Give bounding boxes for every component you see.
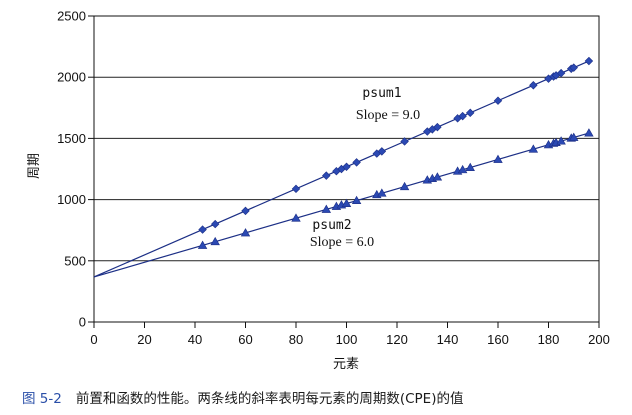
x-tick-label-40: 40 bbox=[188, 332, 202, 347]
performance-chart: 0 20 40 60 80 100 120 140 160 180 200 0 500 1000 1500… bbox=[27, 9, 610, 373]
psum2-point bbox=[291, 213, 301, 222]
psum2-point bbox=[197, 240, 208, 249]
x-tick-label-80: 80 bbox=[289, 332, 303, 347]
psum1-point bbox=[529, 81, 538, 90]
psum1-slope-label: Slope = 9.0 bbox=[356, 108, 420, 123]
psum1-point bbox=[352, 158, 361, 167]
x-tick-label-200: 200 bbox=[588, 332, 610, 347]
psum2-point bbox=[351, 195, 362, 205]
psum1-point bbox=[241, 206, 250, 216]
y-tick-label-2000: 2000 bbox=[57, 70, 86, 85]
series-layer bbox=[93, 56, 594, 278]
psum2-point bbox=[341, 198, 352, 207]
psum2-point bbox=[377, 188, 387, 197]
figure-caption-text: 前置和函数的性能。两条线的斜率表明每元素的周期数(CPE)的值 bbox=[75, 391, 464, 407]
x-tick-label-60: 60 bbox=[238, 332, 252, 347]
x-tick-label-180: 180 bbox=[538, 332, 560, 347]
series-psum2 bbox=[93, 128, 594, 278]
y-tick-label-2500: 2500 bbox=[57, 9, 86, 24]
x-tick-label-160: 160 bbox=[487, 332, 509, 347]
y-tick-label-1500: 1500 bbox=[57, 131, 86, 146]
psum2-point bbox=[240, 228, 251, 237]
axes bbox=[88, 15, 600, 328]
psum1-point bbox=[400, 137, 409, 146]
x-tick-label-0: 0 bbox=[90, 332, 97, 347]
psum2-label: psum2 bbox=[312, 218, 351, 233]
x-axis-title: 元素 bbox=[333, 357, 359, 372]
psum1-point bbox=[569, 63, 578, 72]
psum2-point bbox=[210, 236, 220, 246]
y-axis-title: 周期 bbox=[27, 153, 42, 179]
psum1-point bbox=[458, 111, 467, 121]
psum2-point bbox=[399, 181, 410, 191]
x-tick-label-100: 100 bbox=[336, 332, 358, 347]
psum1-point bbox=[433, 122, 442, 132]
y-tick-label-1000: 1000 bbox=[57, 192, 86, 207]
psum2-point bbox=[584, 128, 594, 137]
psum1-point bbox=[342, 162, 351, 172]
psum2-point bbox=[432, 172, 443, 181]
psum1-point bbox=[210, 219, 220, 229]
psum1-point bbox=[584, 56, 594, 66]
psum2-point bbox=[465, 162, 475, 171]
y-tick-labels: 0 500 1000 1500 2000 2500 bbox=[57, 9, 86, 330]
psum1-point bbox=[322, 171, 331, 180]
psum2-point bbox=[569, 132, 579, 141]
plot-frame bbox=[93, 15, 600, 323]
x-tick-label-140: 140 bbox=[437, 332, 459, 347]
y-tick-label-500: 500 bbox=[64, 253, 86, 268]
psum2-point bbox=[528, 144, 539, 153]
psum2-point bbox=[457, 164, 468, 174]
psum1-point bbox=[291, 184, 301, 194]
psum1-point bbox=[466, 108, 475, 118]
psum1-point bbox=[556, 68, 566, 78]
figure-number: 图 5-2 bbox=[22, 391, 62, 407]
psum1-point bbox=[377, 147, 387, 156]
x-tick-label-20: 20 bbox=[137, 332, 151, 347]
x-tick-labels: 0 20 40 60 80 100 120 140 160 180 200 bbox=[90, 332, 609, 347]
figure-caption: 图 5-2 前置和函数的性能。两条线的斜率表明每元素的周期数(CPE)的值 bbox=[22, 387, 463, 407]
psum1-label: psum1 bbox=[362, 86, 401, 101]
psum1-point bbox=[493, 96, 503, 105]
psum1-point bbox=[198, 225, 207, 234]
y-tick-label-0: 0 bbox=[79, 315, 86, 330]
psum2-point bbox=[556, 136, 566, 145]
psum2-point bbox=[321, 204, 332, 213]
psum2-point bbox=[493, 154, 503, 163]
psum2-slope-label: Slope = 6.0 bbox=[310, 235, 374, 250]
x-tick-label-120: 120 bbox=[386, 332, 408, 347]
series-psum1 bbox=[93, 56, 594, 278]
